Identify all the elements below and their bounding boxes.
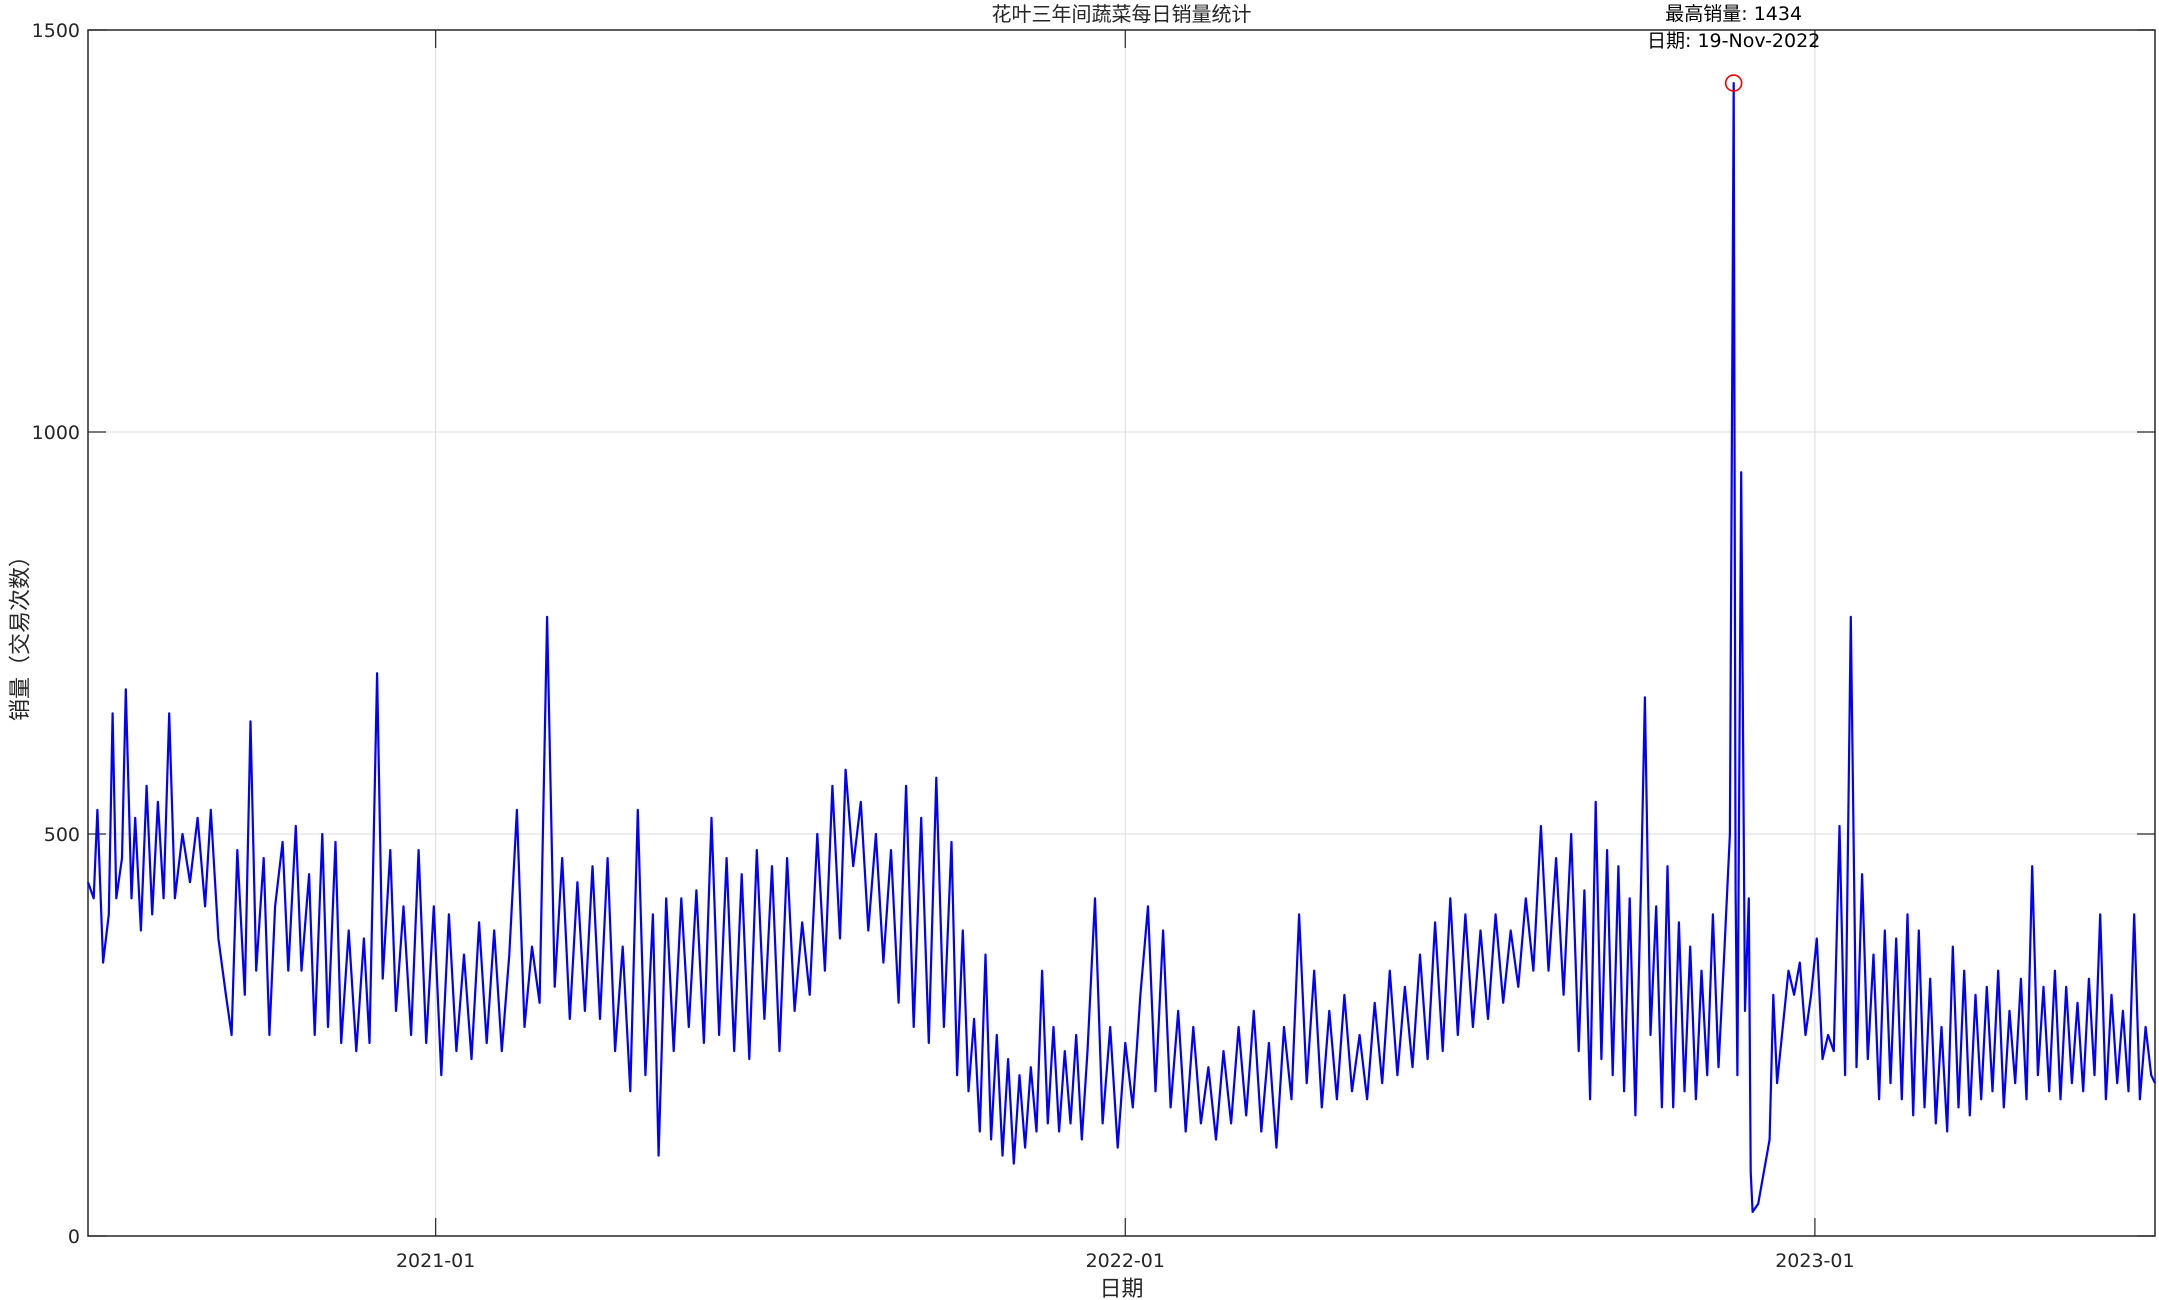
y-tick-label: 1500 — [32, 20, 80, 42]
max-point-marker — [1724, 74, 1743, 92]
y-tick-label: 1000 — [32, 422, 80, 444]
plot-frame — [87, 29, 2156, 1237]
y-axis-label: 销量（交易次数） — [9, 545, 34, 721]
x-tick-label: 2022-01 — [1086, 1250, 1165, 1272]
axis-ticks: 0 500 1000 1500 2021-01 2022-01 2023-01 — [32, 20, 2155, 1272]
daily-sales-line — [86, 81, 2156, 1214]
y-tick-label: 500 — [44, 824, 80, 846]
series — [86, 81, 2156, 1214]
grid — [88, 30, 2155, 1236]
chart-title: 花叶三年间蔬菜每日销量统计 — [992, 2, 1252, 26]
x-tick-label: 2021-01 — [396, 1250, 475, 1272]
x-axis-label: 日期 — [1099, 1277, 1143, 1300]
max-annotation: 最高销量: 1434 日期: 19-Nov-2022 — [1647, 3, 1820, 92]
y-tick-label: 0 — [68, 1226, 80, 1248]
max-value-label: 最高销量: 1434 — [1665, 3, 1802, 25]
max-date-label: 日期: 19-Nov-2022 — [1647, 30, 1820, 52]
x-tick-label: 2023-01 — [1775, 1250, 1854, 1272]
